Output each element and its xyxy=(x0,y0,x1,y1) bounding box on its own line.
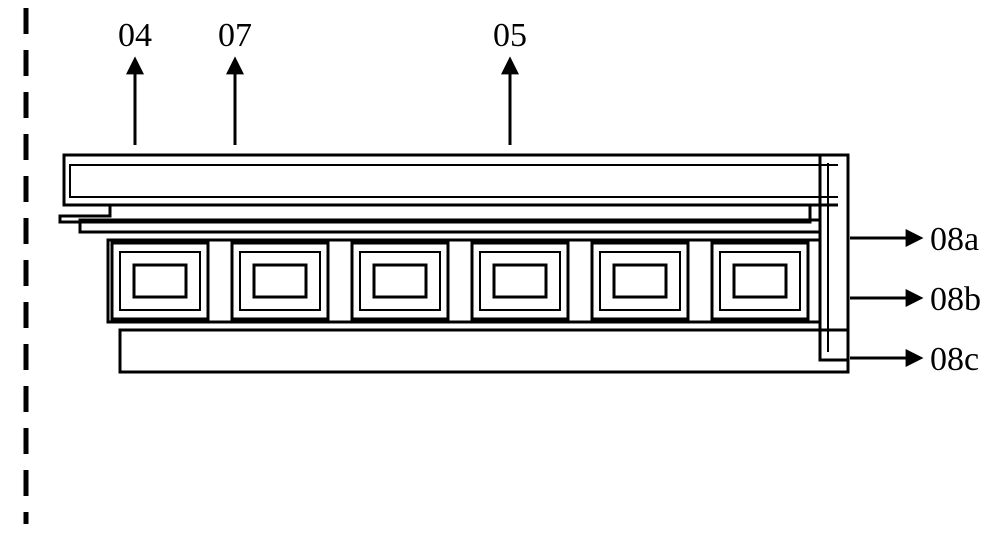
coil-5 xyxy=(592,243,688,319)
callout-label-right-0: 08a xyxy=(930,221,979,258)
coil-4 xyxy=(472,243,568,319)
callout-label-right-1: 08b xyxy=(930,281,981,318)
coil-3 xyxy=(352,243,448,319)
bottom-band xyxy=(120,330,848,372)
coil-6 xyxy=(712,243,808,319)
top-band-inner xyxy=(70,165,838,197)
callout-label-top-2: 05 xyxy=(493,17,527,54)
callout-label-top-1: 07 xyxy=(218,17,252,54)
coil-2 xyxy=(232,243,328,319)
coil-1 xyxy=(112,243,208,319)
diagram-root: 04 07 05 08a 08b 08c xyxy=(0,0,1000,535)
callout-label-right-2: 08c xyxy=(930,341,979,378)
callout-label-top-0: 04 xyxy=(118,17,152,54)
